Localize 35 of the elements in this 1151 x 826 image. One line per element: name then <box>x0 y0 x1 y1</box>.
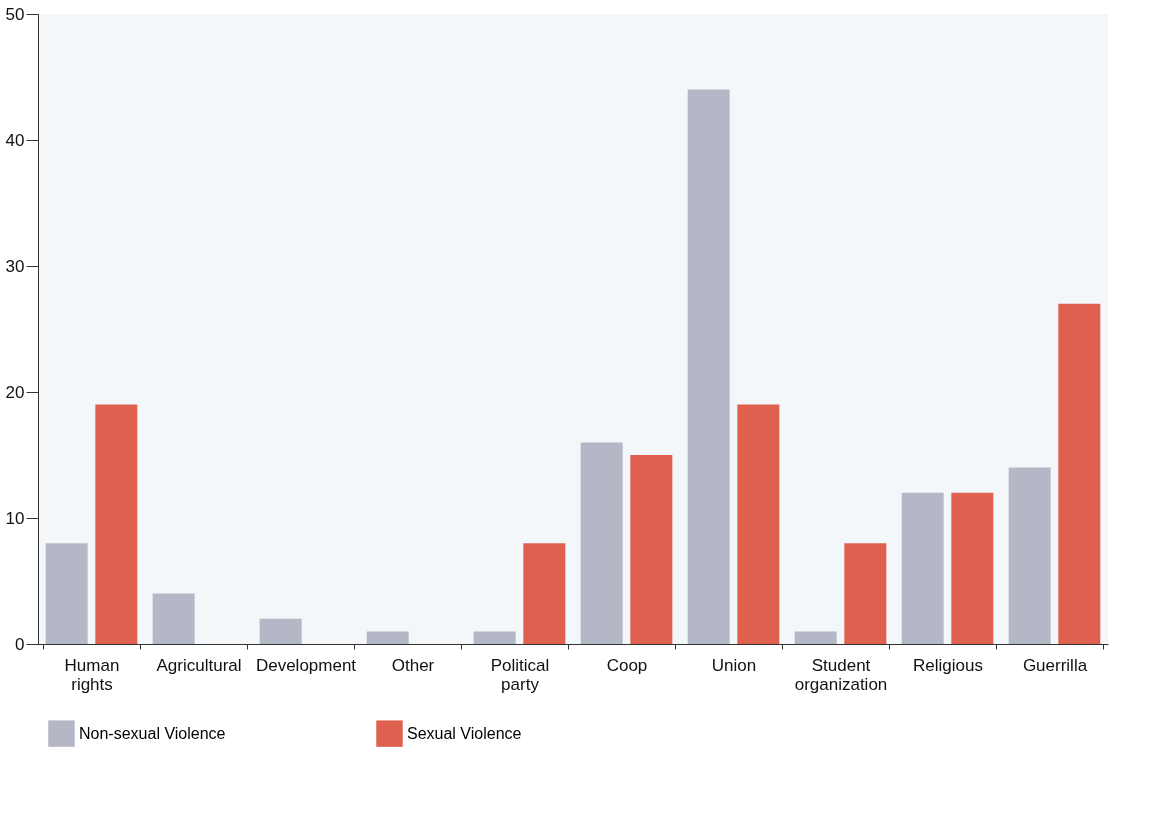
bar <box>951 492 994 644</box>
bar <box>1058 303 1101 644</box>
y-tick-label: 30 <box>5 256 25 276</box>
x-tick-label: Development <box>255 655 357 675</box>
bar <box>45 543 88 644</box>
bar <box>580 442 623 644</box>
bar <box>844 543 887 644</box>
bar <box>630 455 673 644</box>
x-tick-label: Student organization <box>794 655 888 694</box>
x-tick-label: Human rights <box>64 655 120 694</box>
bar <box>901 492 944 644</box>
y-tick-label: 50 <box>5 4 25 24</box>
x-tick-label: Union <box>711 655 757 675</box>
legend-label: Sexual Violence <box>407 724 522 742</box>
x-tick-label: Religious <box>913 655 983 675</box>
y-tick-label: 10 <box>5 508 25 528</box>
bar <box>523 543 566 644</box>
bar <box>794 631 837 644</box>
x-tick-label: Guerrilla <box>1022 655 1088 675</box>
bar <box>1008 467 1051 644</box>
bar <box>366 631 409 644</box>
x-tick-label: Other <box>391 655 435 675</box>
legend-label: Non-sexual Violence <box>79 724 226 742</box>
bar <box>687 89 730 644</box>
y-tick-label: 20 <box>5 382 25 402</box>
x-tick-label: Agricultural <box>156 655 242 675</box>
y-tick-label: 40 <box>5 130 25 150</box>
x-tick-label: Political party <box>490 655 550 694</box>
bar <box>95 404 138 644</box>
x-tick-label: Coop <box>606 655 648 675</box>
bar <box>259 618 302 644</box>
bar <box>737 404 780 644</box>
bar <box>473 631 516 644</box>
bar <box>152 593 195 644</box>
y-tick-label: 0 <box>15 634 25 654</box>
